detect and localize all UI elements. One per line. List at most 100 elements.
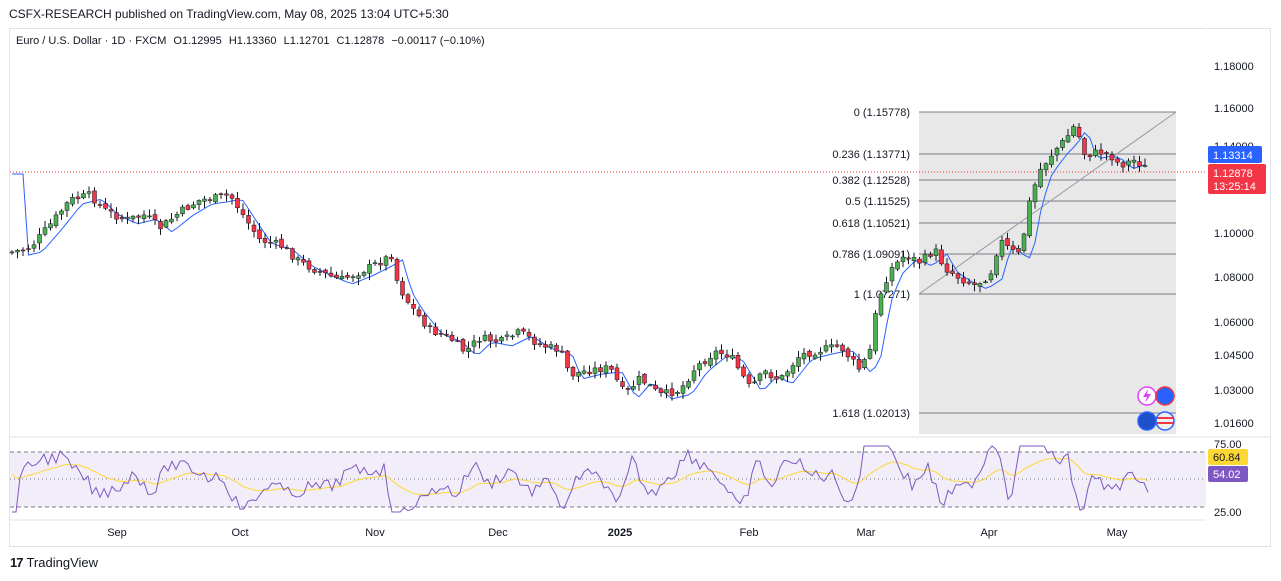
candle-body (240, 209, 246, 215)
candle-body (658, 388, 664, 394)
candle-body (1120, 162, 1126, 168)
rsi-line[interactable] (12, 445, 1149, 513)
candle-body (306, 260, 312, 270)
candle-body (581, 370, 587, 374)
candle-body (251, 224, 257, 232)
time-tick: Mar (857, 527, 876, 539)
candle-body (625, 388, 631, 390)
candle-body (279, 238, 284, 248)
candle-body (257, 229, 262, 240)
candle-body (31, 244, 37, 249)
candle-body (449, 334, 455, 341)
candle-body (229, 194, 235, 199)
candle-body (603, 365, 609, 374)
us-flag-icon[interactable] (1155, 411, 1175, 431)
fib-label-0786: 0.786 (1.09091) (832, 249, 910, 261)
candle-body (444, 333, 449, 336)
globe-icon[interactable] (1155, 386, 1175, 406)
candle-body (796, 357, 801, 367)
footer-brand-text: TradingView (26, 555, 99, 570)
candle-body (746, 374, 752, 384)
candle-body (719, 349, 724, 355)
symbol-title[interactable]: Euro / U.S. Dollar · 1D · FXCM (16, 35, 167, 47)
candle-body (394, 259, 400, 281)
candle-body (416, 309, 422, 317)
candle-body (664, 389, 669, 394)
candle-body (983, 281, 988, 284)
lightning-glyph (1143, 389, 1151, 403)
candle-body (713, 350, 719, 360)
candle-body (53, 214, 59, 226)
candle-body (741, 366, 746, 377)
candle-body (735, 354, 741, 369)
rsi-tick-25: 25.00 (1214, 507, 1242, 519)
candle-body (350, 276, 356, 278)
candle-body (1093, 149, 1098, 156)
candle-body (455, 340, 460, 342)
candle-body (653, 384, 658, 390)
candle-body (851, 355, 856, 360)
candle-body (691, 370, 697, 381)
chart-frame[interactable] (9, 28, 1271, 547)
candle-body (1076, 126, 1082, 138)
moving-average-line[interactable] (12, 131, 1146, 400)
price-tick: 1.18000 (1214, 61, 1254, 73)
low-value: L1.12701 (283, 35, 330, 47)
rsi-tick-75: 75.00 (1214, 439, 1242, 451)
candle-body (889, 267, 895, 282)
candle-body (900, 256, 906, 262)
candle-body (614, 367, 620, 380)
candle-body (911, 257, 917, 261)
event-icons[interactable] (1137, 386, 1175, 431)
candle-body (26, 248, 31, 250)
candle-body (1115, 158, 1120, 163)
candle-body (922, 253, 928, 263)
eu-flag-icon[interactable] (1137, 411, 1157, 431)
candle-body (42, 227, 48, 235)
candle-body (152, 214, 158, 221)
candle-body (400, 281, 405, 296)
candle-body (631, 386, 636, 390)
candle-body (845, 348, 851, 358)
candle-body (488, 334, 493, 342)
candle-body (114, 212, 119, 220)
candle-body (174, 214, 180, 218)
candle-body (136, 215, 141, 218)
candle-body (598, 367, 603, 373)
candle-body (642, 373, 647, 384)
candle-body (361, 272, 367, 276)
candle-body (675, 392, 680, 394)
candle-body (427, 325, 433, 327)
candle-body (196, 200, 202, 205)
candle-body (103, 203, 108, 209)
price-tick: 1.06000 (1214, 317, 1254, 329)
rsi-ma-line[interactable] (11, 457, 1149, 496)
time-tick-year: 2025 (608, 527, 632, 539)
candle-body (273, 240, 279, 243)
candle-body (15, 250, 20, 253)
candle-body (647, 384, 653, 387)
candle-body (950, 270, 955, 274)
candle-body (840, 344, 845, 352)
candle-body (537, 343, 543, 345)
candle-body (499, 337, 504, 342)
candle-body (1137, 161, 1142, 167)
candle-body (130, 215, 136, 220)
current-price-badge (1208, 164, 1266, 194)
candlestick-series[interactable] (9, 123, 1148, 401)
candle-body (141, 214, 147, 220)
candle-body (609, 366, 614, 370)
candle-body (75, 196, 81, 200)
candle-body (620, 381, 625, 387)
candle-body (933, 248, 939, 256)
footer-brand[interactable]: 17 TradingView (10, 555, 98, 570)
candle-body (730, 355, 735, 359)
fib-label-0: 0 (1.15778) (854, 107, 910, 119)
candle-body (686, 381, 691, 388)
price-tick: 1.16000 (1214, 103, 1254, 115)
candle-body (169, 218, 174, 223)
candle-body (119, 217, 125, 220)
candle-body (367, 264, 372, 274)
candle-body (708, 357, 713, 366)
